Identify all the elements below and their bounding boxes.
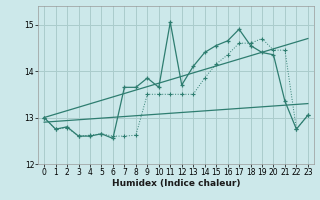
X-axis label: Humidex (Indice chaleur): Humidex (Indice chaleur) (112, 179, 240, 188)
